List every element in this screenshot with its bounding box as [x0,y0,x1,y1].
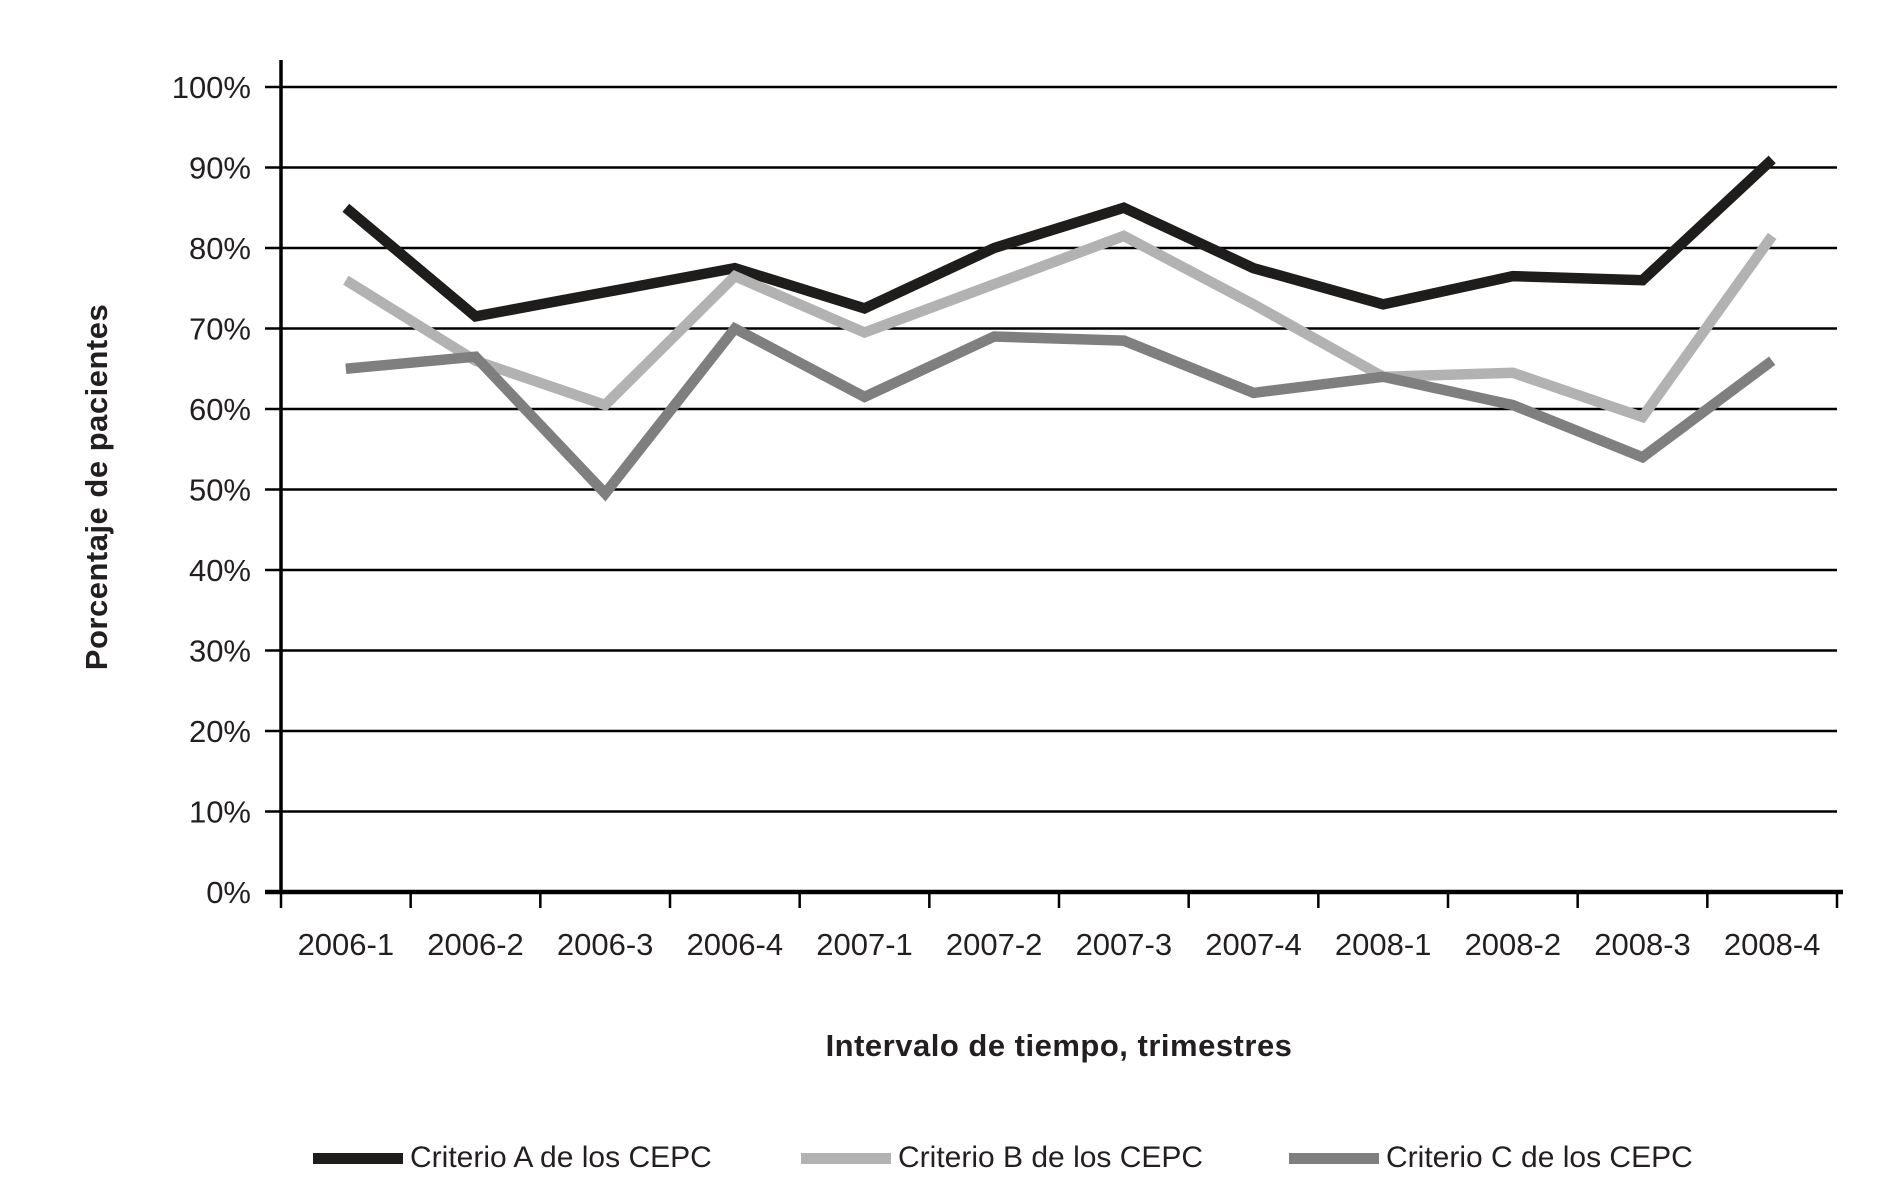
y-tick-label: 20% [189,714,251,749]
axes [265,60,1843,908]
y-tick-label: 90% [189,151,251,186]
legend-item-criterio-c: Criterio C de los CEPC [1289,1140,1693,1176]
legend-item-criterio-b: Criterio B de los CEPC [801,1140,1203,1176]
y-tick-label: 70% [189,312,251,347]
x-tick-label: 2007-4 [1205,927,1302,962]
legend-label-criterio-b: Criterio B de los CEPC [898,1141,1204,1174]
legend-swatch-criterio-a-icon [313,1152,403,1164]
x-tick-label: 2006-4 [687,927,784,962]
x-tick-label: 2008-2 [1465,927,1562,962]
y-tick-label: 40% [189,553,251,588]
legend-label-criterio-c: Criterio C de los CEPC [1386,1141,1693,1174]
x-tick-label: 2008-1 [1335,927,1432,962]
x-tick-label: 2006-2 [427,927,524,962]
x-tick-label: 2007-1 [816,927,913,962]
legend-label-criterio-a: Criterio A de los CEPC [410,1141,712,1174]
x-tick-label: 2008-4 [1724,927,1821,962]
series-line-c [345,321,1776,502]
gridlines [281,85,1837,813]
x-axis-title: Intervalo de tiempo, trimestres [825,1028,1293,1063]
legend-item-criterio-a: Criterio A de los CEPC [313,1140,712,1176]
y-tick-label: 0% [206,875,251,910]
series-line-b [343,230,1777,424]
y-tick-label: 100% [172,70,251,105]
series-line-a [342,155,1776,323]
x-tick-label: 2007-2 [946,927,1043,962]
x-tick-label: 2008-3 [1594,927,1691,962]
y-tick-label: 30% [189,634,251,669]
tick-labels: 0% 10% 20% 30% 40% 50% 60% 70% 80% 90% 100% 2006-1 2… [172,70,1821,962]
x-tick-label: 2006-1 [298,927,395,962]
legend-swatch-criterio-c-icon [1289,1152,1379,1164]
legend-swatch-criterio-b-icon [801,1152,891,1164]
y-tick-label: 60% [189,392,251,427]
y-tick-label: 10% [189,795,251,830]
x-tick-label: 2006-3 [557,927,654,962]
data-series-lines [342,155,1777,502]
y-tick-label: 50% [189,473,251,508]
x-tick-label: 2007-3 [1076,927,1173,962]
y-axis-title: Porcentaje de pacientes [79,303,114,671]
y-tick-label: 80% [189,231,251,266]
